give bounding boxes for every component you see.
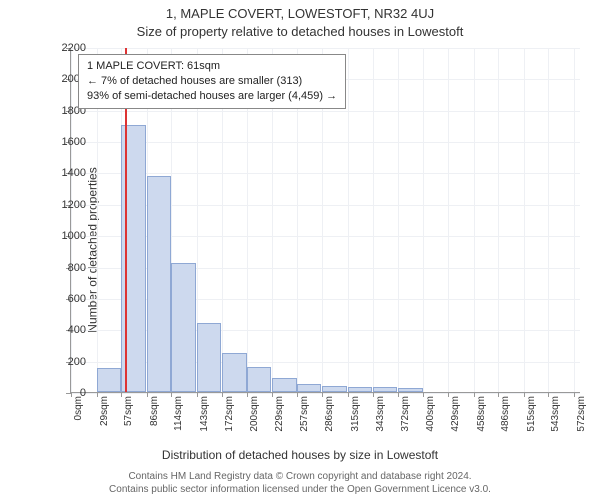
xtick-label: 286sqm xyxy=(324,396,335,446)
ytick-label: 200 xyxy=(46,356,86,368)
attribution: Contains HM Land Registry data © Crown c… xyxy=(0,470,600,496)
gridline-v xyxy=(498,48,499,392)
histogram-bar xyxy=(97,368,122,392)
xtick-mark xyxy=(423,392,424,397)
xtick-mark xyxy=(373,392,374,397)
xtick-label: 543sqm xyxy=(550,396,561,446)
histogram-bar xyxy=(197,323,222,392)
xtick-mark xyxy=(297,392,298,397)
gridline-v xyxy=(448,48,449,392)
xtick-mark xyxy=(398,392,399,397)
xtick-label: 143sqm xyxy=(199,396,210,446)
xtick-mark xyxy=(97,392,98,397)
xtick-label: 515sqm xyxy=(526,396,537,446)
x-axis-label: Distribution of detached houses by size … xyxy=(0,448,600,462)
xtick-label: 29sqm xyxy=(99,396,110,446)
info-line3: 93% of semi-detached houses are larger (… xyxy=(87,89,337,104)
gridline-v xyxy=(398,48,399,392)
xtick-label: 57sqm xyxy=(123,396,134,446)
gridline-v xyxy=(423,48,424,392)
xtick-label: 343sqm xyxy=(375,396,386,446)
xtick-label: 486sqm xyxy=(500,396,511,446)
gridline-v xyxy=(524,48,525,392)
ytick-label: 400 xyxy=(46,324,86,336)
xtick-label: 429sqm xyxy=(450,396,461,446)
xtick-label: 172sqm xyxy=(224,396,235,446)
histogram-bar xyxy=(373,387,398,392)
xtick-label: 257sqm xyxy=(299,396,310,446)
gridline-v xyxy=(348,48,349,392)
xtick-mark xyxy=(147,392,148,397)
gridline-v xyxy=(548,48,549,392)
xtick-label: 229sqm xyxy=(274,396,285,446)
attribution-line1: Contains HM Land Registry data © Crown c… xyxy=(0,470,600,483)
attribution-line2: Contains public sector information licen… xyxy=(0,483,600,496)
xtick-label: 458sqm xyxy=(476,396,487,446)
histogram-bar xyxy=(171,263,196,392)
ytick-label: 2200 xyxy=(46,42,86,54)
ytick-label: 1600 xyxy=(46,136,86,148)
chart-title-line2: Size of property relative to detached ho… xyxy=(0,24,600,39)
histogram-bar xyxy=(348,387,373,392)
ytick-label: 1200 xyxy=(46,199,86,211)
xtick-mark xyxy=(574,392,575,397)
gridline-v xyxy=(574,48,575,392)
histogram-bar xyxy=(222,353,247,392)
xtick-label: 114sqm xyxy=(173,396,184,446)
xtick-mark xyxy=(247,392,248,397)
xtick-label: 0sqm xyxy=(73,396,84,446)
histogram-bar xyxy=(398,388,423,392)
gridline-v xyxy=(474,48,475,392)
ytick-label: 800 xyxy=(46,262,86,274)
gridline-v xyxy=(373,48,374,392)
ytick-label: 1000 xyxy=(46,230,86,242)
info-box: 1 MAPLE COVERT: 61sqm ← 7% of detached h… xyxy=(78,54,346,109)
info-line1: 1 MAPLE COVERT: 61sqm xyxy=(87,59,337,74)
gridline-v xyxy=(71,48,72,392)
histogram-bar xyxy=(247,367,272,392)
histogram-bar xyxy=(297,384,322,392)
xtick-label: 372sqm xyxy=(400,396,411,446)
xtick-label: 400sqm xyxy=(425,396,436,446)
chart-title-line1: 1, MAPLE COVERT, LOWESTOFT, NR32 4UJ xyxy=(0,6,600,21)
xtick-label: 315sqm xyxy=(350,396,361,446)
xtick-mark xyxy=(474,392,475,397)
xtick-mark xyxy=(524,392,525,397)
xtick-mark xyxy=(348,392,349,397)
xtick-mark xyxy=(197,392,198,397)
xtick-label: 200sqm xyxy=(249,396,260,446)
xtick-mark xyxy=(121,392,122,397)
ytick-label: 1400 xyxy=(46,167,86,179)
ytick-label: 600 xyxy=(46,293,86,305)
xtick-label: 86sqm xyxy=(149,396,160,446)
info-line2: ← 7% of detached houses are smaller (313… xyxy=(87,74,337,89)
histogram-bar xyxy=(147,176,172,392)
histogram-bar xyxy=(322,386,347,392)
histogram-bar xyxy=(272,378,297,392)
xtick-label: 572sqm xyxy=(576,396,587,446)
